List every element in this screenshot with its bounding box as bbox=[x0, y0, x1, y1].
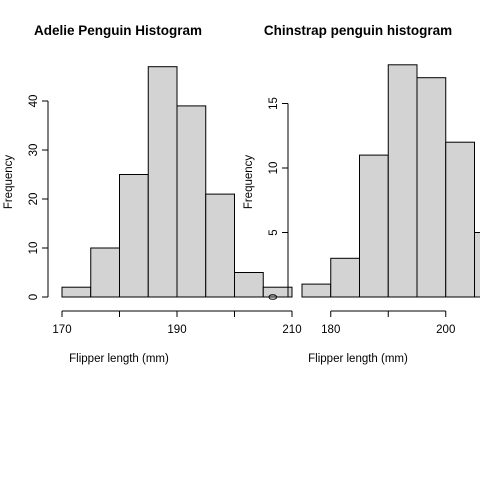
x-axis-label: Flipper length (mm) bbox=[69, 353, 169, 365]
histogram-bar bbox=[234, 272, 264, 298]
x-tick-label: 210 bbox=[282, 324, 301, 336]
chinstrap-histogram-panel: Chinstrap penguin histogram Flipper leng… bbox=[243, 23, 480, 365]
x-tick-label: 200 bbox=[436, 324, 455, 336]
y-tick-label: 40 bbox=[28, 95, 40, 108]
histogram-bar bbox=[416, 77, 447, 298]
y-tick-label: 30 bbox=[28, 144, 40, 157]
histogram-bar bbox=[61, 286, 92, 298]
histogram-bar bbox=[262, 286, 293, 298]
y-tick-label: 0 bbox=[268, 294, 280, 300]
histogram-bar bbox=[90, 247, 120, 298]
bar-group bbox=[61, 66, 293, 298]
bar-group bbox=[301, 64, 480, 298]
histogram-bar bbox=[301, 283, 332, 298]
y-tick-label: 0 bbox=[28, 294, 40, 300]
y-tick-label: 15 bbox=[268, 97, 280, 110]
histogram-bar bbox=[147, 66, 178, 298]
y-axis-label: Frequency bbox=[3, 155, 15, 210]
x-tick-label: 180 bbox=[321, 324, 340, 336]
histogram-bar bbox=[176, 105, 207, 298]
x-tick-label: 170 bbox=[52, 324, 71, 336]
histogram-bar bbox=[205, 193, 235, 298]
histogram-bar bbox=[119, 174, 149, 298]
histogram-bar bbox=[445, 141, 475, 298]
y-axis: 0 10 20 30 40 bbox=[28, 95, 49, 300]
histogram-bar bbox=[474, 232, 480, 298]
chart-title: Adelie Penguin Histogram bbox=[34, 23, 202, 38]
x-axis-label: Flipper length (mm) bbox=[308, 353, 408, 365]
y-tick-label: 20 bbox=[28, 193, 40, 206]
x-axis: 180 200 bbox=[321, 310, 455, 336]
adelie-histogram-panel: Adelie Penguin Histogram Flipper length … bbox=[3, 23, 302, 365]
chart-title: Chinstrap penguin histogram bbox=[264, 23, 452, 38]
y-tick-label: 10 bbox=[28, 242, 40, 255]
x-tick-label: 190 bbox=[167, 324, 186, 336]
histogram-bar bbox=[387, 64, 418, 298]
histogram-bar bbox=[359, 154, 389, 298]
x-axis: 170 190 210 bbox=[52, 310, 302, 336]
histogram-bar bbox=[330, 257, 360, 298]
y-tick-label: 10 bbox=[268, 162, 280, 175]
y-tick-label: 5 bbox=[268, 229, 280, 235]
y-axis: 0 5 10 15 bbox=[268, 97, 289, 300]
y-axis-label: Frequency bbox=[243, 155, 255, 210]
